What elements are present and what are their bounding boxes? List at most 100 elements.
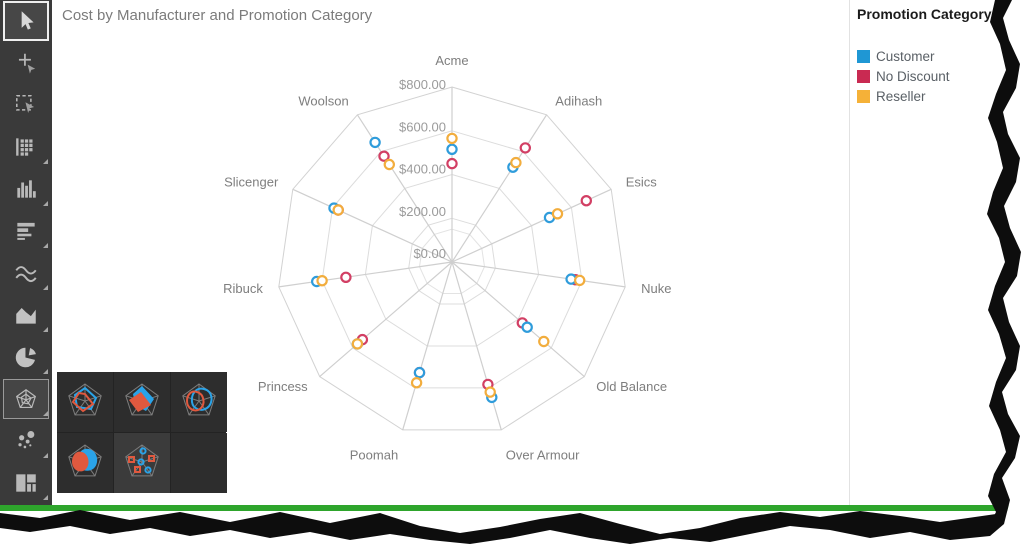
panel-divider xyxy=(849,0,850,505)
data-point[interactable] xyxy=(410,377,423,389)
radar-grid xyxy=(278,86,626,431)
data-point[interactable] xyxy=(413,366,426,379)
data-point[interactable] xyxy=(332,204,344,216)
data-point[interactable] xyxy=(316,275,328,287)
bar-chart-icon xyxy=(13,176,39,202)
pointer-tool-button[interactable] xyxy=(0,0,52,42)
legend-item[interactable]: Customer xyxy=(857,46,1007,66)
data-point[interactable] xyxy=(538,335,550,348)
treemap-chart-tool-button[interactable] xyxy=(0,462,52,504)
radar-chart-tool-button[interactable] xyxy=(0,378,52,420)
chart-type-toolbar xyxy=(0,0,52,505)
flyout-corner-icon xyxy=(43,453,48,458)
legend-items: Customer No Discount Reseller xyxy=(857,46,1007,106)
radar-point-icon xyxy=(120,439,164,488)
table-chart-tool-button[interactable] xyxy=(0,126,52,168)
radar-smooth-area-option[interactable] xyxy=(57,433,113,493)
flyout-corner-icon xyxy=(43,285,48,290)
data-point[interactable] xyxy=(521,321,533,333)
data-point[interactable] xyxy=(369,136,381,149)
radar-smooth-line-option[interactable] xyxy=(171,372,227,432)
add-pointer-icon xyxy=(13,50,39,76)
radar-chart-icon xyxy=(13,386,39,412)
data-point[interactable] xyxy=(446,157,458,170)
area-chart-icon xyxy=(13,302,39,328)
axis-tick-label: $200.00 xyxy=(399,204,446,219)
legend-swatch xyxy=(857,49,870,63)
pointer-icon xyxy=(13,8,39,34)
radar-point-option[interactable] xyxy=(114,433,170,493)
data-point[interactable] xyxy=(574,274,586,287)
category-label: Over Armour xyxy=(506,447,580,462)
radar-series-no-discount xyxy=(332,142,593,391)
radar-category-labels: Acme Adihash Esics Nuke Old Balance Over Armo… xyxy=(223,53,671,462)
pie-chart-tool-button[interactable] xyxy=(0,336,52,378)
legend-swatch xyxy=(857,69,870,83)
legend-item-label: No Discount xyxy=(876,68,950,84)
radar-series-customer xyxy=(311,136,577,404)
radar-smooth-area-icon xyxy=(63,439,107,488)
radar-series-reseller xyxy=(316,132,586,398)
legend-swatch xyxy=(857,89,870,103)
legend-item-label: Customer xyxy=(876,48,935,64)
radar-area-icon xyxy=(120,378,164,427)
flyout-empty-cell xyxy=(171,433,227,493)
data-point[interactable] xyxy=(378,150,390,162)
category-label: Poomah xyxy=(350,447,398,462)
axis-tick-label: $400.00 xyxy=(399,162,446,177)
category-label: Ribuck xyxy=(223,281,263,296)
data-point[interactable] xyxy=(580,194,593,207)
data-point[interactable] xyxy=(446,143,458,155)
data-point[interactable] xyxy=(340,271,352,283)
flyout-corner-icon xyxy=(43,369,48,374)
flyout-corner-icon xyxy=(43,201,48,206)
bar-chart-tool-button[interactable] xyxy=(0,168,52,210)
data-point[interactable] xyxy=(351,338,364,350)
data-point[interactable] xyxy=(383,158,395,171)
legend-item[interactable]: No Discount xyxy=(857,66,1007,86)
category-label: Woolson xyxy=(298,93,348,108)
flyout-corner-icon xyxy=(43,159,48,164)
data-point[interactable] xyxy=(446,132,458,145)
radar-subtype-flyout xyxy=(57,372,227,493)
axis-tick-label: $0.00 xyxy=(413,246,446,261)
legend-item-label: Reseller xyxy=(876,88,926,104)
category-label: Adihash xyxy=(555,93,602,108)
flyout-corner-icon xyxy=(43,495,48,500)
legend-title: Promotion Category xyxy=(857,6,992,22)
data-point[interactable] xyxy=(484,386,496,398)
category-label: Old Balance xyxy=(596,379,667,394)
data-point[interactable] xyxy=(551,208,564,220)
axis-tick-label: $600.00 xyxy=(399,119,446,134)
horizontal-bar-chart-tool-button[interactable] xyxy=(0,210,52,252)
legend-item[interactable]: Reseller xyxy=(857,86,1007,106)
marquee-select-tool-button[interactable] xyxy=(0,84,52,126)
green-border-strip xyxy=(0,505,1014,511)
line-chart-icon xyxy=(13,260,39,286)
axis-tick-label: $800.00 xyxy=(399,77,446,92)
category-label: Nuke xyxy=(641,281,671,296)
area-chart-tool-button[interactable] xyxy=(0,294,52,336)
category-label: Slicenger xyxy=(224,175,279,190)
radar-area-option[interactable] xyxy=(114,372,170,432)
radar-axis-labels: $0.00 $200.00 $400.00 $600.00 $800.00 xyxy=(399,77,446,261)
pie-chart-icon xyxy=(13,344,39,370)
data-point[interactable] xyxy=(519,142,532,154)
treemap-chart-icon xyxy=(13,470,39,496)
add-pointer-tool-button[interactable] xyxy=(0,42,52,84)
line-chart-tool-button[interactable] xyxy=(0,252,52,294)
scatter-chart-icon xyxy=(13,428,39,454)
category-label: Acme xyxy=(435,53,468,68)
radar-line-icon xyxy=(63,378,107,427)
radar-line-option[interactable] xyxy=(57,372,113,432)
legend-panel: Promotion Category Customer No Discount Re… xyxy=(857,6,1007,106)
radar-smooth-line-icon xyxy=(177,378,221,427)
horizontal-bar-chart-icon xyxy=(13,218,39,244)
marquee-select-icon xyxy=(13,92,39,118)
table-chart-icon xyxy=(13,134,39,160)
data-point[interactable] xyxy=(510,156,522,169)
scatter-chart-tool-button[interactable] xyxy=(0,420,52,462)
